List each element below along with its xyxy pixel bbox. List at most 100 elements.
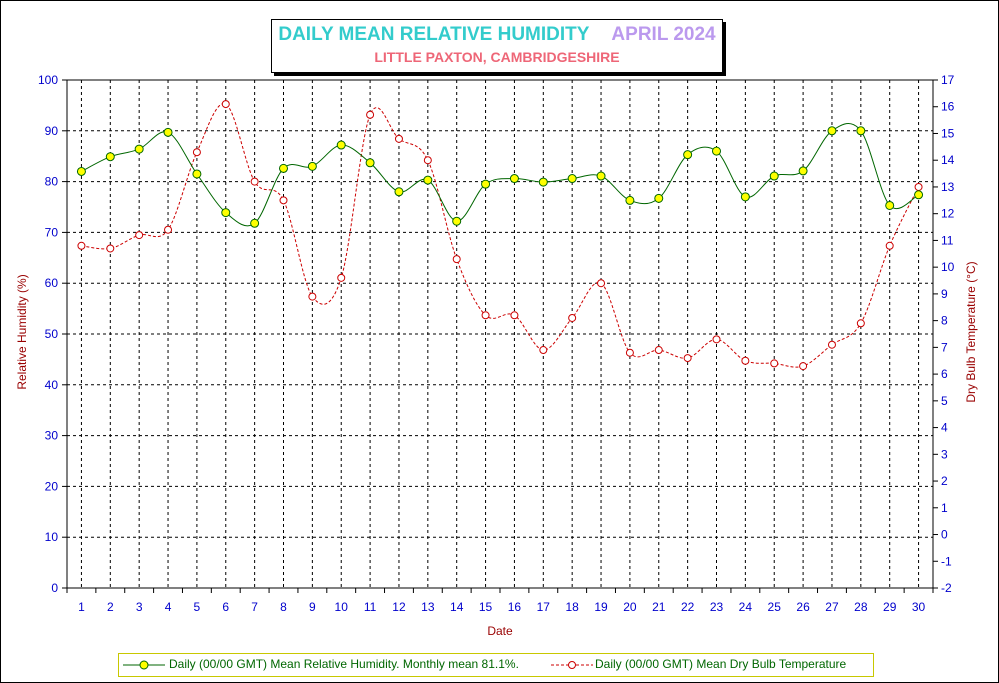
y-right-tick-label: 13 bbox=[941, 180, 955, 194]
temperature-point bbox=[597, 279, 606, 288]
x-axis-title: Date bbox=[487, 624, 513, 638]
y-right-tick-label: 15 bbox=[941, 126, 955, 140]
temperature-point bbox=[712, 335, 721, 344]
temperature-point bbox=[885, 241, 894, 250]
temperature-point bbox=[625, 348, 634, 357]
humidity-point bbox=[336, 140, 346, 150]
y-left-tick-label: 30 bbox=[45, 429, 59, 443]
y-left-tick-label: 50 bbox=[45, 327, 59, 341]
humidity-point bbox=[163, 127, 173, 137]
x-tick-label: 8 bbox=[280, 600, 287, 614]
temperature-point bbox=[452, 255, 461, 264]
humidity-point bbox=[134, 144, 144, 154]
y-left-tick-label: 20 bbox=[45, 479, 59, 493]
y-right-tick-label: 12 bbox=[941, 207, 955, 221]
y-right-tick-label: -1 bbox=[941, 554, 952, 568]
y-right-tick-label: 8 bbox=[941, 314, 948, 328]
y-right-tick-label: 11 bbox=[941, 233, 954, 247]
humidity-point bbox=[914, 190, 924, 200]
legend-temperature-swatch bbox=[551, 661, 593, 669]
x-tick-label: 15 bbox=[479, 600, 493, 614]
humidity-point bbox=[192, 169, 202, 179]
temperature-point bbox=[192, 148, 201, 157]
chart-title: DAILY MEAN RELATIVE HUMIDITY bbox=[278, 24, 590, 45]
y-right-tick-label: 3 bbox=[941, 447, 948, 461]
temperature-point bbox=[914, 182, 923, 191]
y-left-tick-label: 70 bbox=[45, 225, 59, 239]
x-tick-label: 24 bbox=[739, 600, 753, 614]
humidity-point bbox=[221, 208, 231, 218]
x-tick-label: 9 bbox=[309, 600, 316, 614]
y-left-tick-label: 80 bbox=[45, 175, 59, 189]
y-right-tick-label: 2 bbox=[941, 474, 948, 488]
humidity-point bbox=[856, 126, 866, 136]
x-tick-label: 26 bbox=[796, 600, 810, 614]
temperature-point bbox=[654, 346, 663, 355]
chart-month: APRIL 2024 bbox=[611, 24, 716, 45]
y-right-tick-label: -2 bbox=[941, 581, 952, 595]
temperature-point bbox=[539, 346, 548, 355]
x-tick-label: 7 bbox=[251, 600, 258, 614]
x-tick-label: 12 bbox=[392, 600, 406, 614]
y-left-tick-label: 90 bbox=[45, 124, 59, 138]
y-right-tick-label: 10 bbox=[941, 260, 955, 274]
y-right-tick-label: 9 bbox=[941, 287, 948, 301]
humidity-point bbox=[481, 179, 491, 189]
humidity-point bbox=[423, 175, 433, 185]
y-left-tick-label: 0 bbox=[51, 581, 58, 595]
x-tick-label: 29 bbox=[883, 600, 897, 614]
humidity-point bbox=[654, 193, 664, 203]
temperature-point bbox=[827, 340, 836, 349]
humidity-point bbox=[798, 166, 808, 176]
y-right-axis-title: Dry Bulb Temperature (°C) bbox=[964, 261, 978, 402]
humidity-point bbox=[683, 150, 693, 160]
legend-temperature-label: Daily (00/00 GMT) Mean Dry Bulb Temperat… bbox=[595, 657, 847, 671]
humidity-point bbox=[712, 146, 721, 156]
humidity-point bbox=[105, 152, 115, 162]
temperature-point bbox=[856, 319, 865, 328]
temperature-point bbox=[510, 311, 519, 320]
temperature-point bbox=[366, 110, 375, 119]
x-tick-label: 16 bbox=[508, 600, 522, 614]
x-tick-label: 4 bbox=[165, 600, 172, 614]
temperature-point bbox=[568, 313, 577, 322]
humidity-point bbox=[885, 200, 895, 210]
temperature-point bbox=[770, 359, 779, 368]
temperature-point bbox=[164, 225, 173, 234]
humidity-point bbox=[740, 192, 750, 202]
y-left-tick-label: 10 bbox=[45, 530, 59, 544]
humidity-point bbox=[76, 166, 86, 176]
temperature-point bbox=[221, 100, 230, 109]
temperature-point bbox=[135, 231, 144, 240]
x-tick-label: 23 bbox=[710, 600, 724, 614]
temperature-point bbox=[106, 244, 115, 253]
legend: Daily (00/00 GMT) Mean Relative Humidity… bbox=[118, 653, 874, 677]
x-tick-label: 27 bbox=[825, 600, 839, 614]
chart-subtitle: LITTLE PAXTON, CAMBRIDGESHIRE bbox=[374, 49, 620, 65]
x-tick-label: 6 bbox=[222, 600, 229, 614]
x-tick-label: 25 bbox=[768, 600, 782, 614]
temperature-point bbox=[741, 356, 750, 365]
x-tick-label: 18 bbox=[565, 600, 579, 614]
x-tick-label: 13 bbox=[421, 600, 435, 614]
temperature-point bbox=[423, 156, 432, 165]
humidity-point bbox=[567, 174, 577, 184]
x-tick-label: 14 bbox=[450, 600, 464, 614]
y-right-tick-label: 7 bbox=[941, 340, 948, 354]
x-tick-label: 5 bbox=[194, 600, 201, 614]
temperature-point bbox=[481, 311, 490, 320]
y-left-axis-title: Relative Humidity (%) bbox=[15, 274, 29, 389]
humidity-point bbox=[509, 174, 519, 184]
y-right-tick-label: 17 bbox=[941, 73, 955, 87]
temperature-point bbox=[337, 273, 346, 282]
y-right-tick-label: 1 bbox=[941, 501, 948, 515]
humidity-point bbox=[307, 161, 317, 171]
temperature-point bbox=[279, 196, 288, 205]
temperature-point bbox=[250, 177, 259, 186]
x-tick-label: 11 bbox=[364, 600, 377, 614]
x-tick-label: 19 bbox=[594, 600, 608, 614]
temperature-point bbox=[799, 362, 808, 371]
temperature-point bbox=[683, 354, 692, 363]
temperature-point bbox=[308, 292, 317, 301]
x-tick-label: 3 bbox=[136, 600, 143, 614]
